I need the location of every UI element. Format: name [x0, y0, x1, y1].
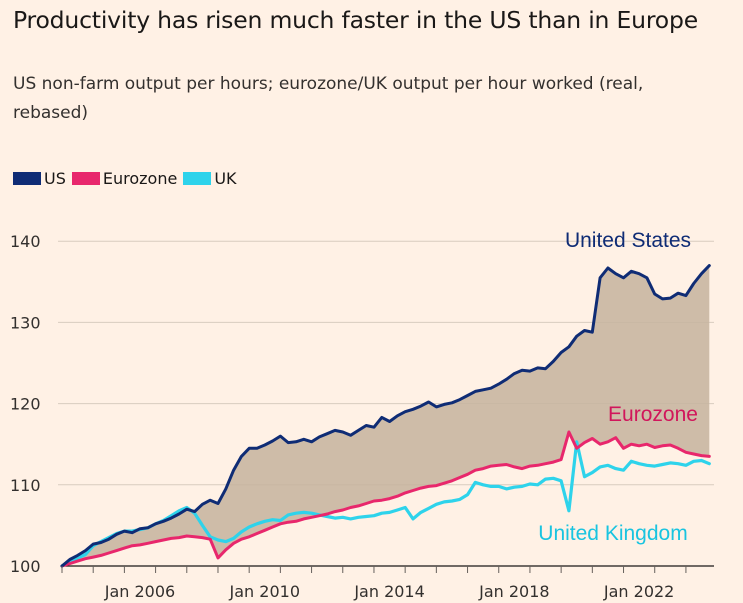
y-tick-label: 120 [10, 395, 41, 414]
x-tick-label: Jan 2006 [104, 582, 175, 601]
legend-item-uk: UK [183, 168, 237, 188]
y-tick-label: 130 [10, 313, 41, 332]
legend-item-us: US [13, 169, 66, 188]
legend-label-us: US [44, 168, 66, 188]
annotations: United States Eurozone United Kingdom [538, 229, 698, 545]
y-tick-label: 100 [10, 557, 41, 576]
gap-fill-area [62, 265, 710, 566]
x-tick-label: Jan 2010 [229, 582, 300, 601]
y-tick-label: 140 [10, 232, 41, 251]
x-axis: Jan 2006 Jan 2010 Jan 2014 Jan 2018 Jan 2022 [61, 566, 687, 601]
legend-item-eurozone: Eurozone [71, 168, 178, 188]
legend-swatch-uk [183, 171, 212, 185]
annotation-us: United States [565, 229, 691, 252]
series-line-us [60, 264, 711, 568]
series-line-eurozone [60, 430, 711, 568]
chart-subtitle: US non-farm output per hours; eurozone/U… [13, 74, 644, 123]
x-tick-label: Jan 2018 [478, 582, 549, 601]
x-tick-label: Jan 2022 [603, 582, 674, 601]
annotation-uk: United Kingdom [538, 522, 687, 545]
chart-title: Productivity has risen much faster in th… [13, 6, 698, 34]
legend-swatch-us [13, 171, 41, 185]
legend: US Eurozone UK [13, 166, 243, 190]
annotation-eurozone: Eurozone [608, 403, 698, 426]
y-tick-label: 110 [10, 476, 41, 495]
x-tick-label: Jan 2014 [353, 582, 424, 601]
legend-label-eurozone: Eurozone [102, 168, 178, 188]
series-line-uk [60, 440, 711, 568]
us-eurozone-gap-area [62, 265, 710, 566]
legend-label-uk: UK [214, 168, 237, 188]
series-lines [60, 264, 711, 568]
grid-lines: 100 110 120 130 140 [10, 232, 714, 576]
legend-swatch-eurozone [71, 171, 100, 185]
